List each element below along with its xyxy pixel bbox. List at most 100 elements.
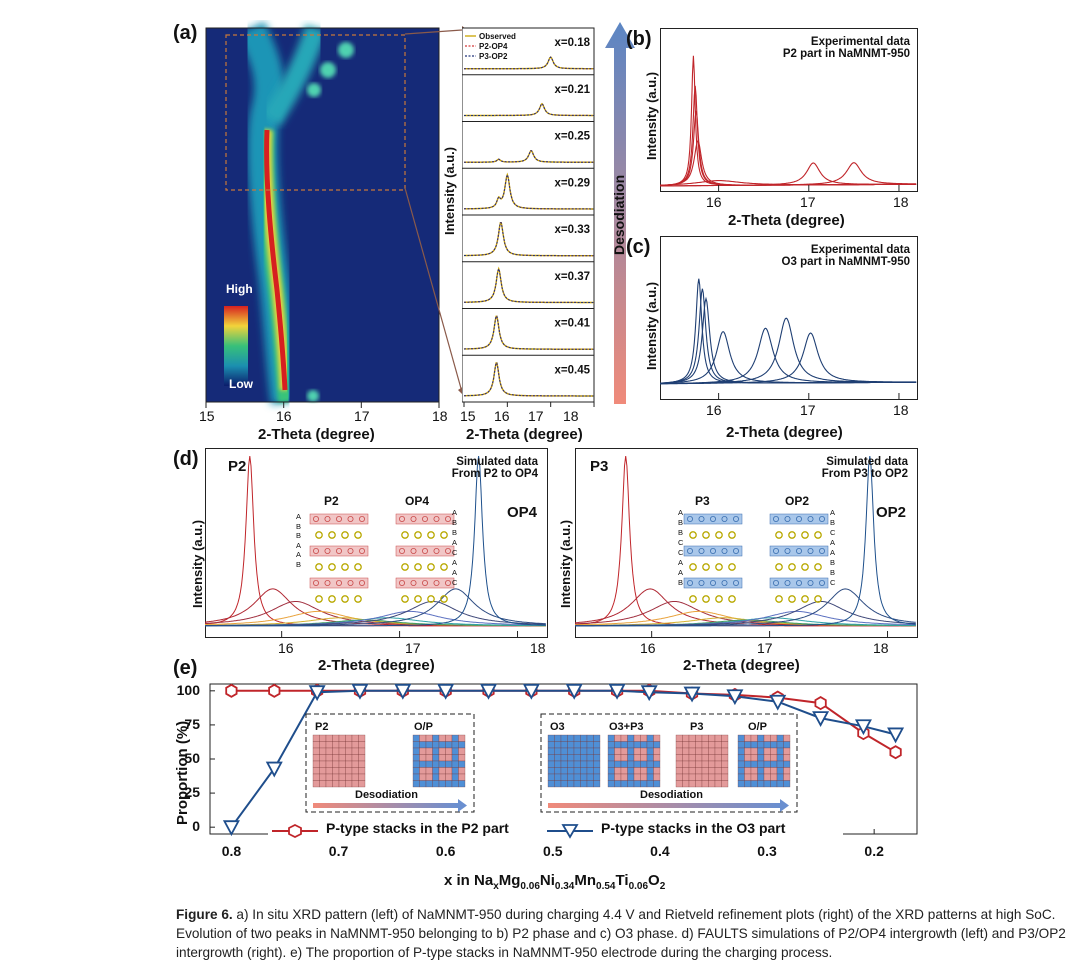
panel-d-right-xlabel: 2-Theta (degree) bbox=[683, 657, 800, 674]
data-point bbox=[608, 683, 626, 700]
stack-x-value: x=0.25 bbox=[555, 131, 591, 143]
sodium-site bbox=[788, 563, 796, 571]
refinement-stack: x=0.18 x=0.21 x=0.25 x=0.29 x=0.33 x=0.37 x=0.… bbox=[462, 27, 595, 407]
data-point bbox=[769, 694, 787, 711]
inset-tile-label: O/P bbox=[414, 721, 433, 733]
data-point bbox=[268, 683, 281, 698]
x-tick-label: 0.3 bbox=[757, 843, 777, 859]
panel-d-right-xtick: 17 bbox=[757, 640, 773, 656]
sodium-site bbox=[315, 595, 323, 603]
sodium-site bbox=[315, 563, 323, 571]
inset-tile-label: P3 bbox=[690, 721, 704, 733]
sodium-site bbox=[775, 531, 783, 539]
sodium-site bbox=[401, 595, 409, 603]
panel-d-left-xtick: 17 bbox=[405, 640, 421, 656]
panel-d-right-xtick: 16 bbox=[640, 640, 656, 656]
sodium-site bbox=[427, 531, 435, 539]
figure-number: Figure 6. bbox=[176, 907, 233, 922]
octahedral-layer bbox=[683, 545, 743, 557]
octahedral-layer bbox=[769, 577, 829, 589]
sodium-site bbox=[715, 563, 723, 571]
zoom-connectors bbox=[404, 26, 468, 398]
panel-label-d: (d) bbox=[173, 448, 199, 470]
panel-label-a: (a) bbox=[173, 22, 198, 44]
sodium-site bbox=[728, 563, 736, 571]
refinement-curve bbox=[464, 222, 594, 257]
proportion-xlabel: x in NaxMg0.06Ni0.34Mn0.54Ti0.06O2 bbox=[444, 872, 666, 892]
panel-d-left-ylabel: Intensity (a.u.) bbox=[190, 519, 205, 608]
panel-d-left-xlabel: 2-Theta (degree) bbox=[318, 657, 435, 674]
desodiation-arrow-label: Desodiation bbox=[611, 174, 627, 255]
refinement-curve bbox=[464, 267, 594, 303]
data-point bbox=[265, 761, 283, 778]
peak-label-op2: OP2 bbox=[876, 504, 907, 521]
panel-d-left-xtick: 16 bbox=[278, 640, 294, 656]
caption-text: a) In situ XRD pattern (left) of NaMNMT-… bbox=[176, 907, 1066, 960]
sodium-site bbox=[427, 563, 435, 571]
data-point bbox=[887, 727, 905, 744]
panel-c-xtick: 18 bbox=[893, 402, 909, 418]
panel-c-xtick: 17 bbox=[800, 402, 816, 418]
sodium-site bbox=[401, 531, 409, 539]
panel-b-xtick: 18 bbox=[893, 194, 909, 210]
sodium-site bbox=[702, 531, 710, 539]
struct-label-p3: P3 bbox=[695, 494, 710, 508]
sodium-site bbox=[328, 563, 336, 571]
sodium-site bbox=[715, 531, 723, 539]
sodium-site bbox=[689, 563, 697, 571]
sodium-site bbox=[788, 531, 796, 539]
colorbar-low-label: Low bbox=[229, 377, 253, 391]
panel-c-xtick: 16 bbox=[706, 402, 722, 418]
x-tick-label: 0.2 bbox=[864, 843, 884, 859]
struct-label-op4: OP4 bbox=[405, 494, 430, 508]
simulated-curve bbox=[575, 455, 916, 627]
data-point bbox=[351, 683, 369, 700]
sodium-site bbox=[814, 563, 822, 571]
legend-marker-p2 bbox=[272, 823, 318, 839]
peak-label-op4: OP4 bbox=[507, 504, 538, 521]
sodium-site bbox=[328, 595, 336, 603]
simulated-curve bbox=[205, 455, 546, 627]
peak-label-p2: P2 bbox=[228, 458, 247, 475]
octahedral-layer bbox=[309, 513, 369, 525]
y-tick-label: 25 bbox=[184, 784, 200, 801]
inset-arrow-label: Desodiation bbox=[355, 789, 418, 801]
sodium-site bbox=[728, 531, 736, 539]
data-point bbox=[394, 683, 412, 700]
stack-xtick: 15 bbox=[460, 408, 476, 424]
data-point bbox=[522, 683, 540, 700]
sodium-site bbox=[354, 595, 362, 603]
inset-tile-label: O3+P3 bbox=[609, 721, 644, 733]
sodium-site bbox=[801, 531, 809, 539]
inset-tile-label: O/P bbox=[748, 721, 767, 733]
octahedral-layer bbox=[309, 577, 369, 589]
sodium-site bbox=[814, 531, 822, 539]
stack-xtick: 16 bbox=[494, 408, 510, 424]
octahedral-layer bbox=[683, 577, 743, 589]
figure-caption: Figure 6. a) In situ XRD pattern (left) … bbox=[176, 905, 1066, 962]
panel-b-ylabel: Intensity (a.u.) bbox=[644, 71, 659, 160]
refinement-legend-entry: P3-OP2 bbox=[479, 52, 508, 61]
legend-marker-o3 bbox=[547, 824, 593, 839]
refinement-curve bbox=[464, 56, 594, 70]
legend-label-p2: P-type stacks in the P2 part bbox=[326, 820, 509, 836]
inset-arrow-label: Desodiation bbox=[640, 789, 703, 801]
heatmap-xlabel: 2-Theta (degree) bbox=[258, 426, 375, 443]
data-point bbox=[683, 686, 701, 703]
panel-c-plot bbox=[660, 236, 918, 400]
panel-d-left-title: Simulated data From P2 to OP4 bbox=[451, 456, 538, 480]
panel-d-right-xtick: 18 bbox=[873, 640, 889, 656]
octahedral-layer bbox=[769, 545, 829, 557]
sodium-site bbox=[814, 595, 822, 603]
sodium-site bbox=[715, 595, 723, 603]
sodium-site bbox=[401, 563, 409, 571]
octahedral-layer bbox=[309, 545, 369, 557]
sodium-site bbox=[689, 595, 697, 603]
sodium-site bbox=[328, 531, 336, 539]
sodium-site bbox=[354, 563, 362, 571]
sodium-site bbox=[702, 595, 710, 603]
panel-b-title: Experimental data P2 part in NaMNMT-950 bbox=[782, 36, 910, 60]
data-point bbox=[812, 711, 830, 727]
